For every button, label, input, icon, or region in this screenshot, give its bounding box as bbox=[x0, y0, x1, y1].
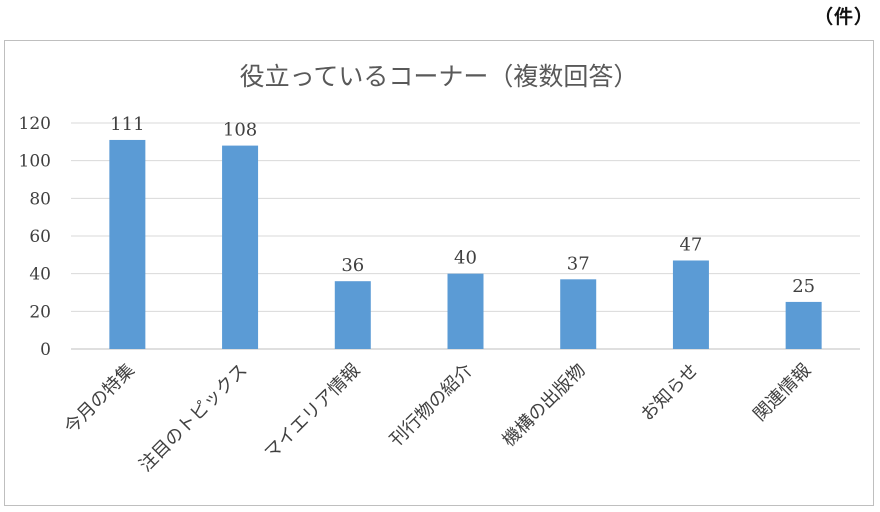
y-tick-label: 120 bbox=[19, 114, 51, 134]
data-label: 36 bbox=[341, 255, 364, 276]
bar bbox=[447, 273, 484, 349]
chart-title: 役立っているコーナー（複数回答） bbox=[240, 62, 639, 91]
x-tick-label: 注目のトピックス bbox=[135, 360, 251, 476]
bar bbox=[785, 301, 822, 349]
unit-label: （件） bbox=[813, 6, 874, 28]
chart-frame: 役立っているコーナー（複数回答） 0 20 40 60 80 100 120 111 108 3… bbox=[4, 40, 874, 506]
bar-chart: 役立っているコーナー（複数回答） 0 20 40 60 80 100 120 111 108 3… bbox=[19, 62, 860, 476]
x-tick-label: お知らせ bbox=[637, 360, 703, 426]
y-tick-label: 40 bbox=[29, 265, 51, 285]
x-tick-label: 刊行物の紹介 bbox=[386, 360, 477, 451]
x-tick-label: 関連情報 bbox=[749, 360, 815, 426]
y-axis-ticks: 0 20 40 60 80 100 120 bbox=[19, 114, 51, 360]
x-tick-label: 機構の出版物 bbox=[499, 360, 590, 451]
x-tick-label: マイエリア情報 bbox=[260, 360, 364, 464]
y-tick-label: 100 bbox=[19, 152, 51, 172]
y-tick-label: 20 bbox=[29, 302, 51, 322]
bar bbox=[560, 279, 597, 349]
y-tick-label: 80 bbox=[29, 189, 51, 209]
data-label: 108 bbox=[223, 120, 257, 141]
data-label: 40 bbox=[454, 248, 477, 269]
bar bbox=[334, 281, 371, 349]
bar bbox=[222, 145, 259, 349]
data-label: 47 bbox=[679, 234, 702, 255]
bar bbox=[109, 139, 146, 349]
x-tick-label: 今月の特集 bbox=[60, 360, 138, 438]
data-labels: 111 108 36 40 37 47 25 bbox=[110, 114, 815, 297]
data-label: 111 bbox=[110, 114, 144, 135]
bars bbox=[109, 139, 822, 349]
y-tick-label: 60 bbox=[29, 227, 51, 247]
y-tick-label: 0 bbox=[40, 340, 51, 360]
data-label: 25 bbox=[792, 276, 815, 297]
bar bbox=[672, 260, 709, 349]
data-label: 37 bbox=[567, 253, 590, 274]
